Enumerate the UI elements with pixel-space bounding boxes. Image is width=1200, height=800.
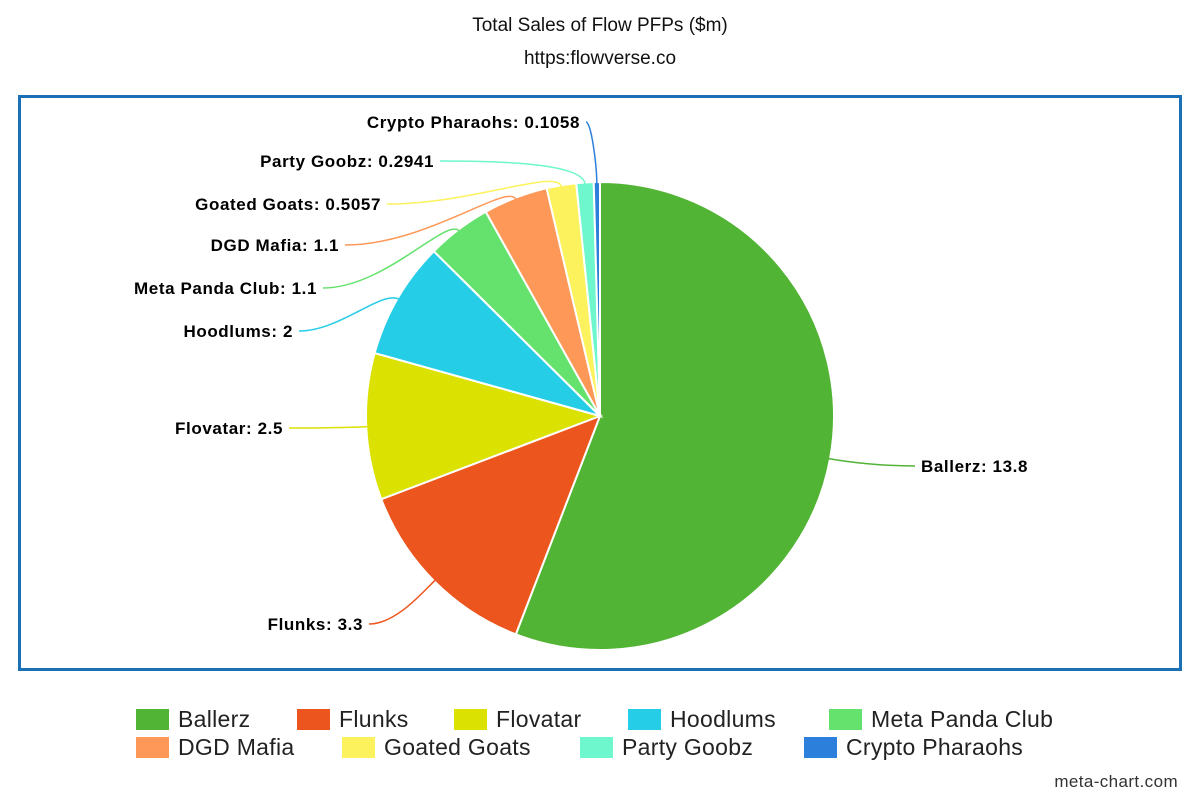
legend-swatch <box>829 708 862 730</box>
legend-label: Goated Goats <box>384 733 531 760</box>
legend-item-meta-panda-club: Meta Panda Club <box>829 705 1053 733</box>
legend-swatch <box>342 736 375 758</box>
leader-line-meta-panda-club <box>322 228 461 289</box>
leader-line-crypto-pharaohs <box>585 121 598 185</box>
legend-label: DGD Mafia <box>178 733 295 760</box>
legend-swatch <box>454 708 487 730</box>
leader-line-flunks <box>368 579 437 625</box>
leader-line-party-goobz <box>439 160 586 185</box>
legend-item-hoodlums: Hoodlums <box>628 705 776 733</box>
pie-chart: Ballerz: 13.8 Flunks: 3.3 Flovatar: 2.5 Hoo… <box>134 113 1028 651</box>
pie-slices <box>365 180 835 651</box>
legend-label: Flunks <box>339 705 409 732</box>
legend-swatch <box>136 708 169 730</box>
legend-swatch <box>628 708 661 730</box>
legend-swatch <box>804 736 837 758</box>
slice-label-goated-goats: Goated Goats: 0.5057 <box>195 195 381 214</box>
slice-label-meta-panda-club: Meta Panda Club: 1.1 <box>134 279 317 298</box>
legend-label: Party Goobz <box>622 733 754 760</box>
slice-label-flunks: Flunks: 3.3 <box>268 615 363 634</box>
legend-item-flunks: Flunks <box>297 705 409 733</box>
legend-item-dgd-mafia: DGD Mafia <box>136 733 294 761</box>
legend-item-flovatar: Flovatar <box>454 705 581 733</box>
legend-swatch <box>136 736 169 758</box>
legend-label: Meta Panda Club <box>871 705 1054 732</box>
watermark: meta-chart.com <box>1054 772 1178 791</box>
slice-labels: Ballerz: 13.8 Flunks: 3.3 Flovatar: 2.5 Hoo… <box>134 113 1028 634</box>
slice-label-flovatar: Flovatar: 2.5 <box>175 419 283 438</box>
legend-label: Crypto Pharaohs <box>846 733 1024 760</box>
leader-line-hoodlums <box>298 297 400 332</box>
slice-label-dgd-mafia: DGD Mafia: 1.1 <box>211 236 339 255</box>
slice-label-party-goobz: Party Goobz: 0.2941 <box>260 152 434 171</box>
chart-title: Total Sales of Flow PFPs ($m) <box>472 15 728 36</box>
legend-label: Ballerz <box>178 705 251 732</box>
leader-line-goated-goats <box>386 180 563 205</box>
legend-label: Hoodlums <box>670 705 776 732</box>
chart-frame: Ballerz: 13.8 Flunks: 3.3 Flovatar: 2.5 Hoo… <box>18 95 1182 671</box>
leader-lines <box>288 121 916 625</box>
legend-swatch <box>297 708 330 730</box>
slice-label-crypto-pharaohs: Crypto Pharaohs: 0.1058 <box>367 113 580 132</box>
legend-item-goated-goats: Goated Goats <box>342 733 531 761</box>
leader-line-ballerz <box>827 457 916 467</box>
slice-label-ballerz: Ballerz: 13.8 <box>921 457 1028 476</box>
legend-item-party-goobz: Party Goobz <box>580 733 753 761</box>
chart-subtitle: https:flowverse.co <box>523 48 677 69</box>
leader-line-flovatar <box>288 425 369 429</box>
legend-item-ballerz: Ballerz <box>136 705 250 733</box>
slice-label-hoodlums: Hoodlums: 2 <box>183 322 293 341</box>
legend-item-crypto-pharaohs: Crypto Pharaohs <box>804 733 1023 761</box>
legend: Ballerz Flunks Flovatar Hoodlums Meta Panda … <box>0 700 1200 770</box>
legend-swatch <box>580 736 613 758</box>
legend-label: Flovatar <box>496 705 582 732</box>
leader-line-dgd-mafia <box>344 195 517 246</box>
